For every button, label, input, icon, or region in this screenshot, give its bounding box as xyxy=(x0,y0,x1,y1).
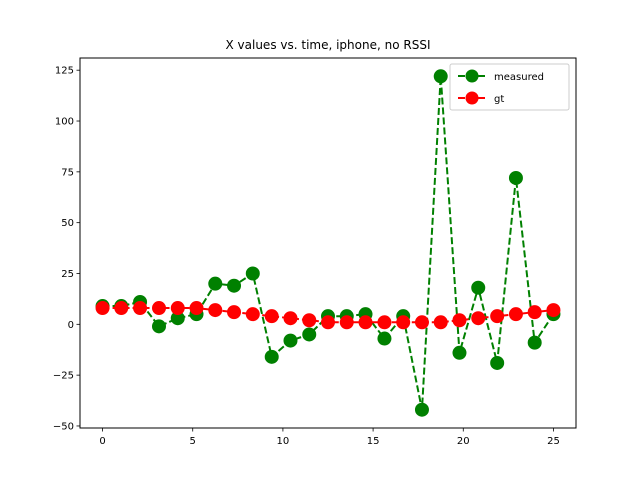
data-point-measured xyxy=(490,355,505,370)
legend-box xyxy=(449,63,570,111)
y-tick-label: 0 xyxy=(68,320,74,331)
data-point-gt xyxy=(227,305,242,320)
data-point-measured xyxy=(508,170,523,185)
data-point-gt xyxy=(433,315,448,330)
data-point-gt xyxy=(471,311,486,326)
data-point-gt xyxy=(508,307,523,322)
data-point-measured xyxy=(471,280,486,295)
data-point-gt xyxy=(527,305,542,320)
data-point-gt xyxy=(546,303,561,318)
legend-marker-gt xyxy=(465,91,479,105)
y-tick-label: 75 xyxy=(61,167,74,178)
data-point-gt xyxy=(170,301,185,316)
data-point-gt xyxy=(452,313,467,328)
data-point-gt xyxy=(414,315,429,330)
data-point-gt xyxy=(95,301,110,316)
data-point-measured xyxy=(227,278,242,293)
data-point-measured xyxy=(452,345,467,360)
y-tick-label: 50 xyxy=(61,218,74,229)
data-point-gt xyxy=(321,315,335,330)
data-point-gt xyxy=(114,301,129,316)
series-gt xyxy=(95,301,561,330)
data-point-measured xyxy=(245,266,260,281)
data-point-gt xyxy=(377,315,392,330)
data-point-gt xyxy=(283,311,298,326)
data-point-gt xyxy=(189,301,204,316)
data-point-measured xyxy=(283,333,298,348)
data-point-gt xyxy=(358,315,373,330)
y-tick-label: −25 xyxy=(53,371,74,382)
data-point-measured xyxy=(302,327,317,342)
x-tick-label: 15 xyxy=(367,436,380,447)
x-tick-label: 25 xyxy=(547,436,560,447)
plot-frame xyxy=(79,57,577,429)
data-point-gt xyxy=(245,307,260,322)
data-point-measured xyxy=(208,276,223,291)
data-point-measured xyxy=(151,319,166,334)
data-point-gt xyxy=(133,301,148,316)
data-point-measured xyxy=(264,349,279,364)
data-point-gt xyxy=(264,309,279,324)
data-point-measured xyxy=(433,69,448,84)
x-tick-label: 20 xyxy=(457,436,470,447)
data-point-gt xyxy=(302,313,317,328)
x-tick-label: 0 xyxy=(99,436,105,447)
data-point-measured xyxy=(414,402,429,417)
data-point-gt xyxy=(396,315,411,330)
data-point-measured xyxy=(377,331,392,346)
y-tick-label: 100 xyxy=(55,117,74,128)
x-tick-label: 5 xyxy=(190,436,196,447)
data-point-gt xyxy=(208,303,223,318)
chart-title: X values vs. time, iphone, no RSSI xyxy=(226,38,431,52)
data-point-gt xyxy=(339,315,354,330)
legend-label-measured: measured xyxy=(494,72,544,83)
data-point-gt xyxy=(490,309,505,324)
legend-label-gt: gt xyxy=(494,94,504,105)
y-tick-label: 125 xyxy=(55,66,74,77)
plot-area: 0 5 10 15 20 25 −50 −25 0 25 50 75 100 125 xyxy=(53,66,561,447)
data-point-measured xyxy=(527,335,542,350)
legend-marker-measured xyxy=(465,69,479,83)
data-point-gt xyxy=(151,301,166,316)
y-tick-label: −50 xyxy=(53,421,74,432)
y-tick-label: 25 xyxy=(61,269,74,280)
legend: measured gt xyxy=(449,63,570,111)
x-tick-label: 10 xyxy=(277,436,290,447)
